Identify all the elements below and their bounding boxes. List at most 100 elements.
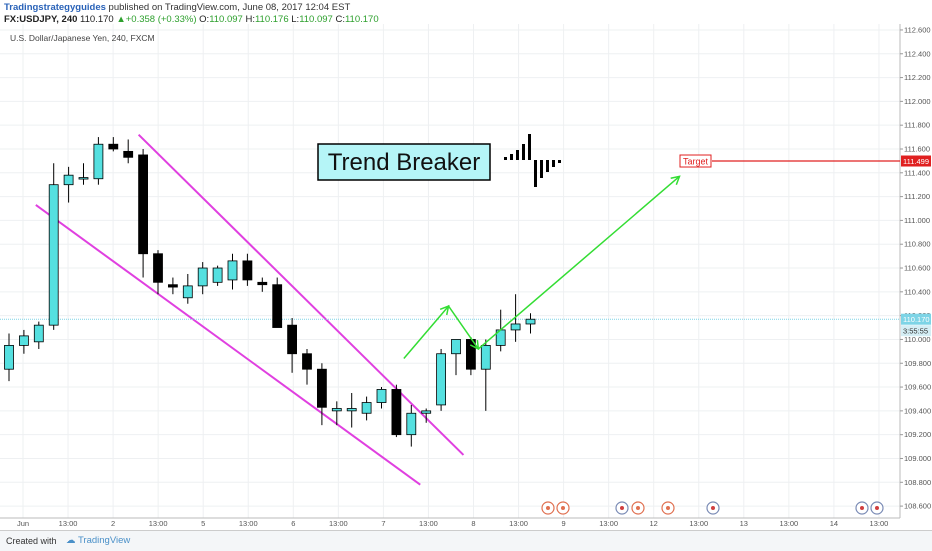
last-price-tag: 110.170 3:55:55	[901, 313, 931, 337]
candle-body	[182, 285, 193, 299]
candle-body	[376, 389, 387, 403]
price-tick-label: 112.200	[904, 73, 931, 82]
time-tick-label: 9	[562, 519, 566, 528]
target-price-tag-text: 111.499	[903, 157, 929, 166]
time-tick-label: 13	[740, 519, 748, 528]
published-text: published on TradingView.com, June 08, 2…	[108, 2, 351, 13]
price-axis[interactable]: 108.600 108.800 109.000 109.200 109.400 109.6…	[900, 25, 931, 511]
event-icons[interactable]	[541, 501, 884, 515]
candle-body	[257, 281, 268, 286]
projection-arrows[interactable]	[403, 175, 681, 359]
candle-body	[18, 335, 29, 346]
candle-body	[167, 284, 178, 288]
event-icon-dot	[546, 506, 550, 510]
price-chart[interactable]: 108.600 108.800 109.000 109.200 109.400 109.6…	[0, 0, 932, 530]
target-arrow-head	[670, 175, 681, 186]
channel-lower-line[interactable]	[35, 204, 421, 486]
chart-title: U.S. Dollar/Japanese Yen, 240, FXCM	[10, 33, 155, 43]
time-tick-label: 13:00	[870, 519, 889, 528]
candle-body	[331, 408, 342, 412]
time-tick-label: 12	[650, 519, 658, 528]
candle-body	[123, 150, 134, 158]
candle-body	[480, 344, 491, 370]
open-value: 110.097	[209, 14, 243, 25]
open-label: O:	[199, 14, 210, 25]
candle-body	[272, 284, 283, 328]
time-tick-label: 13:00	[59, 519, 78, 528]
time-tick-label: 6	[291, 519, 295, 528]
candle-body	[93, 143, 104, 180]
close-label: C:	[335, 14, 345, 25]
time-tick-label: Jun	[17, 519, 29, 528]
target-label[interactable]: Target	[679, 154, 712, 168]
candle-body	[436, 353, 447, 406]
trend-breaker-box[interactable]: Trend Breaker	[317, 143, 491, 181]
author-link[interactable]: Tradingstrategyguides	[4, 2, 106, 13]
candle-body	[197, 267, 208, 287]
price-tick-label: 109.600	[904, 383, 931, 392]
last-price-tag-text: 110.170	[903, 315, 930, 324]
up-triangle-icon: ▲	[116, 14, 126, 25]
candle-body	[78, 177, 89, 180]
price-tick-label: 108.600	[904, 502, 931, 511]
tradingview-logo[interactable]: ☁ TradingView	[66, 535, 130, 546]
time-tick-label: 13:00	[239, 519, 258, 528]
change-value: +0.358 (+0.33%)	[125, 14, 197, 25]
price-tick-label: 111.600	[904, 144, 930, 153]
target-arrow[interactable]	[477, 175, 680, 350]
high-value: 110.176	[254, 14, 289, 25]
price-tick-label: 109.200	[904, 430, 931, 439]
low-label: L:	[291, 14, 300, 25]
symbol-line: FX:USDJPY, 240 110.170 ▲+0.358 (+0.33%) …	[4, 14, 379, 25]
time-tick-label: 7	[381, 519, 385, 528]
time-tick-label: 13:00	[599, 519, 618, 528]
event-icon-dot	[561, 506, 565, 510]
event-icon-dot	[875, 506, 879, 510]
mini-bars-icon	[504, 134, 561, 187]
candle-body	[406, 412, 417, 436]
candle-body	[4, 344, 14, 370]
candle-body	[525, 318, 536, 325]
low-value: 110.097	[299, 14, 333, 25]
cloud-icon: ☁	[66, 535, 76, 546]
candle-body	[346, 408, 357, 412]
time-tick-label: 13:00	[329, 519, 348, 528]
candle-body	[153, 253, 163, 283]
candle-body	[63, 174, 74, 186]
candles	[4, 137, 536, 447]
candle-body	[138, 154, 149, 255]
publish-header: Tradingstrategyguides published on Tradi…	[4, 2, 350, 13]
price-tick-label: 111.200	[904, 192, 930, 201]
last-value: 110.170	[80, 14, 114, 25]
candle-body	[48, 184, 59, 326]
price-tick-label: 108.800	[904, 478, 931, 487]
trend-breaker-text: Trend Breaker	[328, 149, 481, 176]
tradingview-text: TradingView	[77, 535, 131, 546]
time-tick-label: 13:00	[509, 519, 528, 528]
channel-lines[interactable]	[35, 133, 465, 486]
event-icon-dot	[666, 506, 670, 510]
event-icon-dot	[860, 506, 864, 510]
footer: Created with ☁ TradingView	[0, 530, 932, 551]
high-label: H:	[245, 14, 255, 25]
candle-body	[212, 267, 223, 283]
price-tick-label: 112.400	[904, 49, 931, 58]
candle-body	[242, 260, 253, 281]
candle-body	[361, 402, 372, 414]
time-tick-label: 14	[830, 519, 838, 528]
price-tick-label: 111.800	[904, 121, 930, 130]
time-tick-label: 13:00	[689, 519, 708, 528]
channel-upper-line[interactable]	[137, 133, 465, 456]
price-tick-label: 111.400	[904, 168, 930, 177]
close-value: 110.170	[344, 14, 379, 25]
event-icon-dot	[711, 506, 715, 510]
price-tick-label: 110.800	[904, 240, 931, 249]
price-tick-label: 111.000	[904, 216, 930, 225]
symbol-name: FX:USDJPY, 240	[4, 14, 78, 25]
price-tick-label: 109.400	[904, 406, 931, 415]
time-tick-label: 13:00	[779, 519, 798, 528]
price-tick-label: 110.600	[904, 264, 931, 273]
price-tick-label: 112.600	[904, 25, 931, 34]
candle-body	[287, 324, 298, 355]
time-axis[interactable]: Jun 13:00 2 13:00 5 13:00 6 13:00 7 13:00 8 13:00 9 1…	[17, 519, 888, 528]
